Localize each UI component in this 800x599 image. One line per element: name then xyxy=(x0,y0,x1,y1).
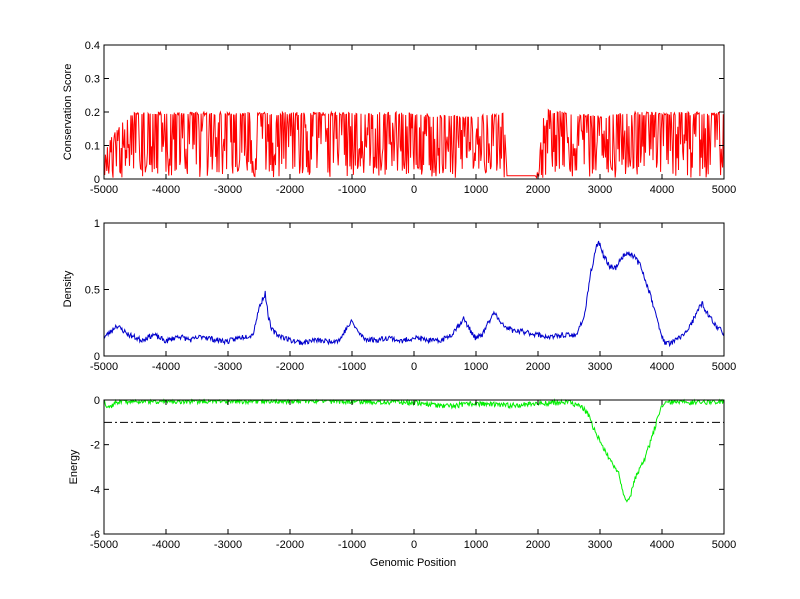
energy-ylabel: Energy xyxy=(68,449,80,484)
conservation-score-xtick-label: 1000 xyxy=(464,184,488,196)
conservation-score-xtick-label: 2000 xyxy=(526,184,550,196)
density-xtick-label: -5000 xyxy=(90,361,118,373)
conservation-score-xtick-label: -2000 xyxy=(276,184,304,196)
density-series-line xyxy=(103,240,725,348)
conservation-score-panel: -5000 -4000 -3000 -2000 -1000 0 1000 2000 3000 40… xyxy=(85,40,737,196)
conservation-score-series-line xyxy=(103,108,725,180)
conservation-score-xtick-label: -3000 xyxy=(214,184,242,196)
energy-xtick-label: 1000 xyxy=(464,539,488,551)
energy-ytick-label: 0 xyxy=(94,395,100,407)
conservation-score-xtick-label: 4000 xyxy=(650,184,674,196)
energy-xtick-label: -4000 xyxy=(152,539,180,551)
energy-ytick-label: -4 xyxy=(90,484,100,496)
density-xtick-label: 0 xyxy=(411,361,417,373)
conservation-score-ytick-label: 0.3 xyxy=(85,74,100,86)
conservation-score-xtick-label: -4000 xyxy=(152,184,180,196)
conservation-score-ytick-label: 0 xyxy=(94,174,100,186)
conservation-score-xtick-label: -1000 xyxy=(338,184,366,196)
energy-xtick-label: 5000 xyxy=(712,539,736,551)
energy-xtick-label: -1000 xyxy=(338,539,366,551)
conservation-score-xtick-label: -5000 xyxy=(90,184,118,196)
conservation-score-ylabel: Conservation Score xyxy=(62,64,74,161)
energy-ytick-label: -2 xyxy=(90,440,100,452)
density-xtick-label: 5000 xyxy=(712,361,736,373)
conservation-score-xtick-label: 3000 xyxy=(588,184,612,196)
energy-ytick-label: -6 xyxy=(90,529,100,541)
density-xtick-label: -3000 xyxy=(214,361,242,373)
density-panel: -5000 -4000 -3000 -2000 -1000 0 1000 2000 3000 40… xyxy=(85,218,737,373)
density-xtick-label: 3000 xyxy=(588,361,612,373)
density-ytick-label: 1 xyxy=(94,218,100,230)
energy-plot-area xyxy=(104,400,724,534)
conservation-score-ytick-label: 0.1 xyxy=(85,141,100,153)
conservation-score-ytick-label: 0.4 xyxy=(85,40,100,52)
energy-xtick-label: 4000 xyxy=(650,539,674,551)
energy-xtick-label: 0 xyxy=(411,539,417,551)
energy-xlabel: Genomic Position xyxy=(370,557,456,569)
energy-xtick-label: 2000 xyxy=(526,539,550,551)
conservation-score-ytick-label: 0.2 xyxy=(85,107,100,119)
density-ytick-label: 0 xyxy=(94,351,100,363)
density-xtick-label: 4000 xyxy=(650,361,674,373)
density-xtick-label: -4000 xyxy=(152,361,180,373)
conservation-score-xtick-label: 5000 xyxy=(712,184,736,196)
energy-xtick-label: -2000 xyxy=(276,539,304,551)
density-ylabel: Density xyxy=(62,270,74,307)
density-plot-area xyxy=(104,223,724,356)
conservation-score-xtick-label: 0 xyxy=(411,184,417,196)
energy-xtick-label: -3000 xyxy=(214,539,242,551)
energy-panel: -5000 -4000 -3000 -2000 -1000 0 1000 2000 3000 40… xyxy=(90,395,736,551)
density-ytick-label: 0.5 xyxy=(85,285,100,297)
density-xtick-label: 2000 xyxy=(526,361,550,373)
energy-xtick-label: 3000 xyxy=(588,539,612,551)
density-xtick-label: -1000 xyxy=(338,361,366,373)
density-xtick-label: 1000 xyxy=(464,361,488,373)
density-xtick-label: -2000 xyxy=(276,361,304,373)
energy-xtick-label: -5000 xyxy=(90,539,118,551)
